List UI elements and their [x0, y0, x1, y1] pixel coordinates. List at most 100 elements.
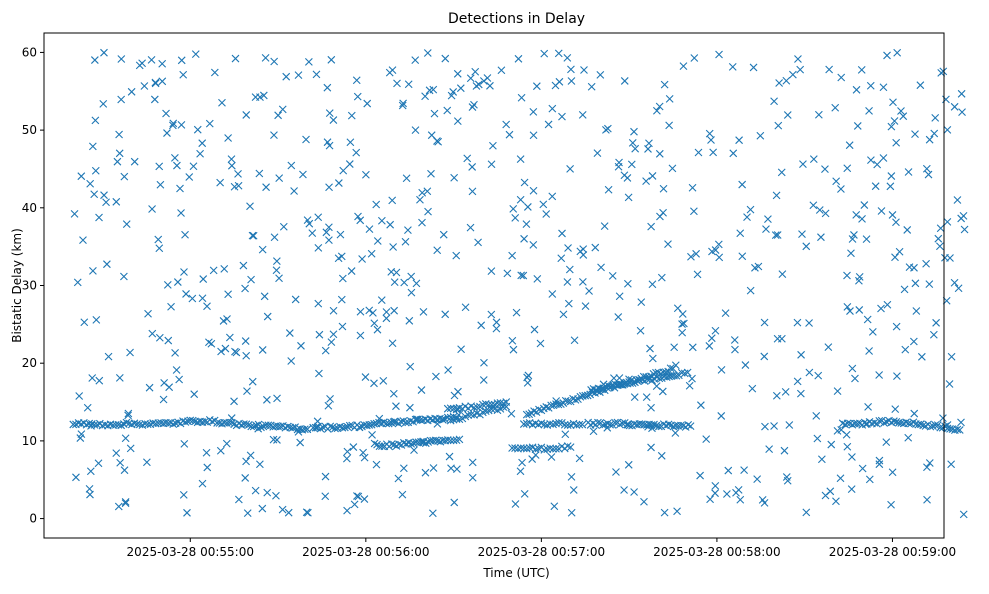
- data-point: [159, 395, 168, 404]
- data-point: [802, 508, 811, 517]
- data-point: [365, 306, 374, 315]
- data-point: [446, 436, 455, 445]
- data-point: [528, 455, 537, 463]
- data-point: [950, 278, 959, 287]
- data-point: [624, 193, 633, 202]
- data-point: [487, 400, 496, 409]
- data-point: [407, 440, 416, 448]
- data-point: [367, 420, 376, 429]
- data-point: [315, 330, 324, 339]
- data-point: [867, 156, 875, 165]
- data-point: [821, 491, 830, 500]
- data-point: [946, 254, 954, 262]
- data-point: [436, 437, 445, 446]
- data-point: [684, 421, 693, 429]
- data-point: [668, 164, 677, 173]
- data-point: [340, 423, 349, 432]
- data-point: [411, 126, 420, 135]
- data-point: [774, 121, 783, 130]
- data-point: [232, 348, 241, 357]
- data-point: [564, 299, 573, 308]
- data-point: [416, 195, 424, 204]
- data-point: [419, 307, 428, 316]
- data-point: [487, 160, 496, 169]
- data-point: [401, 237, 410, 246]
- data-point: [499, 403, 508, 411]
- data-point: [164, 419, 173, 427]
- data-point: [620, 77, 629, 85]
- data-point: [418, 188, 427, 197]
- data-point: [821, 165, 829, 174]
- data-point: [260, 292, 269, 301]
- data-point: [350, 500, 359, 509]
- data-point: [785, 421, 794, 429]
- data-point: [736, 229, 745, 238]
- data-point: [95, 213, 103, 222]
- data-point: [509, 204, 518, 213]
- data-point: [483, 74, 492, 82]
- data-point: [480, 358, 488, 367]
- data-point: [936, 224, 945, 233]
- data-point: [398, 101, 407, 110]
- data-point: [373, 237, 382, 245]
- data-point: [461, 303, 470, 312]
- data-point: [270, 233, 279, 242]
- data-point: [230, 182, 239, 191]
- data-point: [325, 109, 334, 117]
- data-point: [511, 444, 519, 453]
- data-point: [453, 117, 462, 126]
- data-point: [936, 242, 944, 251]
- data-point: [456, 84, 465, 93]
- data-point: [558, 229, 566, 238]
- data-point: [868, 328, 877, 336]
- data-point: [793, 377, 802, 386]
- data-point: [688, 183, 697, 192]
- data-point: [729, 149, 738, 158]
- data-point: [417, 437, 425, 446]
- data-point: [356, 331, 365, 340]
- data-point: [181, 230, 189, 239]
- data-point: [325, 183, 333, 192]
- data-point: [797, 350, 805, 359]
- data-point: [370, 419, 379, 428]
- data-point: [466, 223, 475, 232]
- data-point: [746, 205, 755, 214]
- data-point: [220, 264, 229, 273]
- data-point: [224, 134, 233, 142]
- data-point: [925, 459, 934, 467]
- data-point: [243, 387, 251, 396]
- data-point: [853, 122, 862, 130]
- data-point: [124, 411, 132, 420]
- data-point: [392, 402, 400, 411]
- data-point: [423, 187, 432, 196]
- data-point: [796, 389, 805, 398]
- data-point: [566, 164, 575, 173]
- data-point: [886, 182, 895, 191]
- data-point: [120, 172, 129, 181]
- data-point: [853, 419, 862, 428]
- data-point: [760, 352, 769, 361]
- data-point: [326, 395, 334, 403]
- data-point: [321, 346, 330, 355]
- data-point: [715, 253, 724, 262]
- data-point: [630, 393, 639, 401]
- data-point: [717, 365, 726, 374]
- data-point: [516, 195, 525, 204]
- data-point: [216, 446, 225, 455]
- data-point: [635, 376, 644, 384]
- data-point: [158, 59, 167, 68]
- data-point: [845, 141, 854, 150]
- data-point: [511, 214, 520, 222]
- data-point: [593, 149, 602, 157]
- data-point: [144, 309, 152, 318]
- data-point: [121, 497, 130, 506]
- data-point: [603, 419, 612, 428]
- data-point: [283, 422, 292, 431]
- data-point: [686, 422, 695, 431]
- data-point: [502, 398, 511, 406]
- data-point: [208, 417, 217, 426]
- data-point: [255, 460, 264, 469]
- data-point: [347, 267, 356, 275]
- data-point: [256, 93, 264, 101]
- data-point: [566, 443, 575, 451]
